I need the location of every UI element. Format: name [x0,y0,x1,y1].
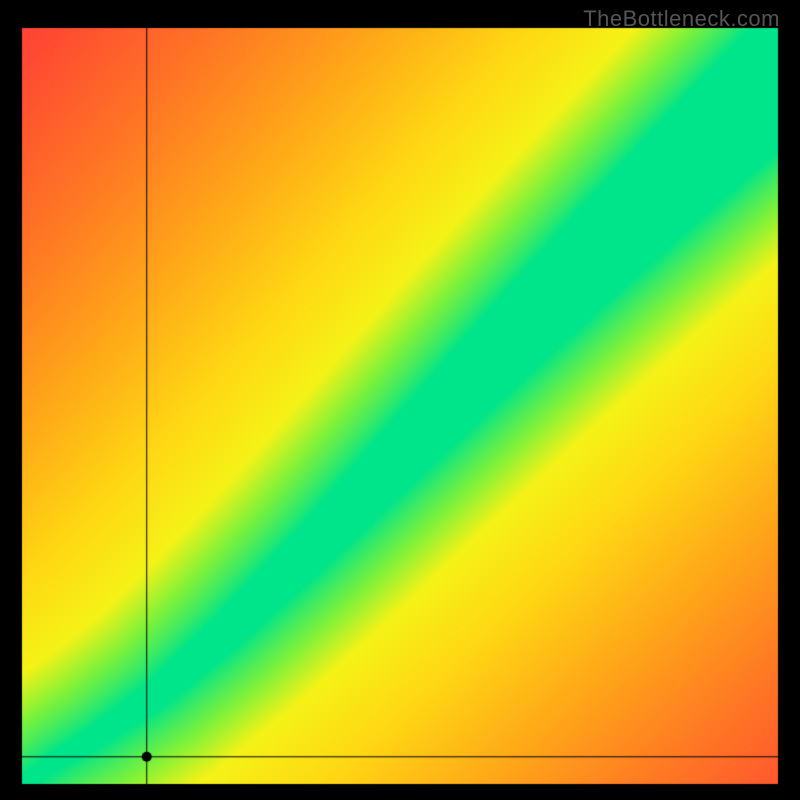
watermark-text: TheBottleneck.com [583,6,780,32]
bottleneck-heatmap [0,0,800,800]
